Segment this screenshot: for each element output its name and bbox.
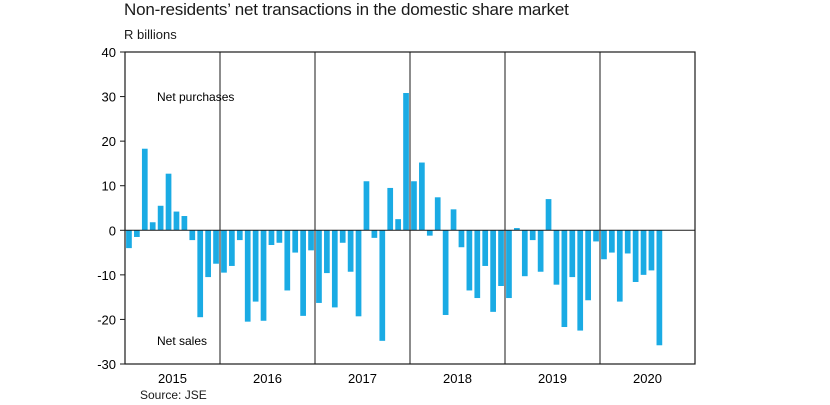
annotation-net-sales: Net sales: [157, 334, 207, 348]
bar: [173, 211, 180, 231]
x-tick-label: 2020: [633, 371, 662, 386]
bar: [284, 230, 291, 291]
y-axis-unit: R billions: [124, 27, 177, 42]
bar: [236, 230, 243, 241]
bar: [292, 230, 299, 253]
bar: [197, 230, 204, 318]
bar: [601, 230, 607, 260]
bar: [268, 230, 275, 245]
bar: [498, 230, 504, 286]
bar: [379, 230, 386, 341]
bar: [300, 230, 306, 316]
x-tick-label: 2017: [348, 371, 377, 386]
y-tick-label: -30: [97, 357, 116, 372]
bar: [466, 230, 473, 291]
source-note: Source: JSE: [140, 388, 207, 402]
bar: [411, 181, 417, 231]
plot-frame: [124, 51, 696, 365]
bar: [458, 230, 465, 248]
bar-series: [126, 93, 663, 346]
chart-title: Non-residents’ net transactions in the d…: [124, 0, 569, 19]
bar: [221, 230, 227, 273]
bar: [521, 230, 528, 277]
bar: [450, 209, 457, 231]
bar: [347, 230, 354, 272]
bar: [134, 230, 140, 237]
bar: [616, 230, 623, 302]
bar: [157, 205, 164, 231]
bar: [205, 230, 211, 278]
bar: [419, 162, 425, 231]
y-tick-label: -10: [97, 268, 116, 283]
bar: [561, 230, 568, 328]
bar: [514, 228, 520, 231]
bar: [308, 230, 314, 251]
bar: [632, 230, 639, 282]
bar: [371, 230, 378, 238]
bar: [593, 230, 599, 242]
year-dividers: [219, 52, 601, 364]
y-tick-label: 10: [102, 179, 116, 194]
y-tick-label: -20: [97, 312, 116, 327]
bar: [387, 187, 394, 231]
bar: [442, 230, 449, 315]
bar: [244, 230, 251, 322]
x-tick-label: 2016: [253, 371, 282, 386]
y-tick-label: 0: [109, 223, 116, 238]
bar: [276, 230, 283, 243]
bar: [395, 219, 401, 231]
bar: [355, 230, 362, 317]
bar: [434, 197, 441, 231]
bar: [529, 230, 536, 241]
x-tick-label: 2018: [443, 371, 472, 386]
bar: [474, 230, 481, 299]
bar: [506, 230, 512, 299]
bar: [609, 230, 615, 253]
x-tick-label: 2015: [158, 371, 187, 386]
bar: [126, 230, 132, 249]
bar: [648, 230, 655, 271]
bar: [260, 230, 267, 321]
bar: [624, 230, 631, 254]
bar: [189, 230, 196, 241]
bar: [577, 230, 584, 331]
annotation-net-purchases: Net purchases: [157, 90, 234, 104]
y-tick-label: 30: [102, 90, 116, 105]
bar: [640, 230, 647, 275]
bar: [339, 230, 346, 243]
bar: [316, 230, 322, 303]
bar: [165, 173, 172, 231]
bar: [569, 230, 576, 278]
bar: [490, 230, 496, 312]
x-tick-label: 2019: [538, 371, 567, 386]
bar: [181, 216, 188, 231]
bar: [331, 230, 338, 308]
y-tick-label: 20: [102, 134, 116, 149]
bar: [324, 230, 330, 274]
y-tick-label: 40: [102, 45, 116, 60]
bar: [213, 230, 219, 264]
bar: [252, 230, 259, 302]
bar: [537, 230, 544, 272]
y-axis: 40 30 20 10 0 -10 -20 -30: [97, 45, 125, 372]
bar: [585, 230, 591, 301]
bar: [482, 230, 489, 266]
bar: [363, 181, 370, 231]
bar: [426, 230, 433, 236]
bar: [141, 148, 148, 231]
bar: [656, 230, 663, 346]
bar: [553, 230, 560, 285]
bar: [229, 230, 235, 266]
x-axis: 2015 2016 2017 2018 2019 2020: [158, 371, 662, 386]
bar: [149, 222, 156, 231]
bar: [403, 93, 409, 231]
bar: [545, 199, 552, 231]
